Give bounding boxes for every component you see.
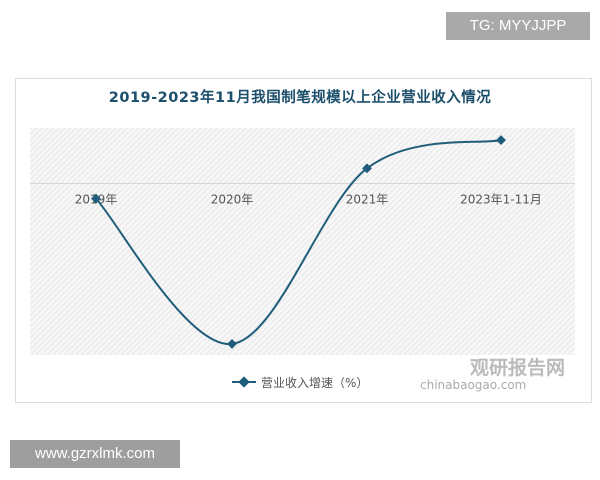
data-point bbox=[362, 163, 372, 174]
x-tick-label: 2020年 bbox=[211, 192, 254, 206]
site-label: www.gzrxlmk.com bbox=[10, 440, 180, 468]
legend-marker bbox=[238, 376, 250, 388]
x-tick-label: 2021年 bbox=[346, 192, 389, 206]
chart-frame bbox=[15, 78, 592, 403]
data-point bbox=[91, 193, 101, 204]
overlay-tag: TG: MYYJJPP bbox=[446, 12, 590, 40]
x-tick-label: 2023年1-11月 bbox=[460, 192, 542, 206]
watermark-brand: 观研报告网 bbox=[470, 357, 566, 379]
series-line bbox=[95, 139, 502, 345]
chart-title: 2019-2023年11月我国制笔规模以上企业营业收入情况 bbox=[108, 90, 492, 106]
watermark-sub: chinabaogao.com bbox=[420, 378, 527, 392]
plot-area bbox=[30, 128, 575, 355]
legend-label: 营业收入增速（%） bbox=[261, 376, 368, 390]
data-point bbox=[496, 135, 506, 146]
data-point bbox=[227, 338, 237, 349]
